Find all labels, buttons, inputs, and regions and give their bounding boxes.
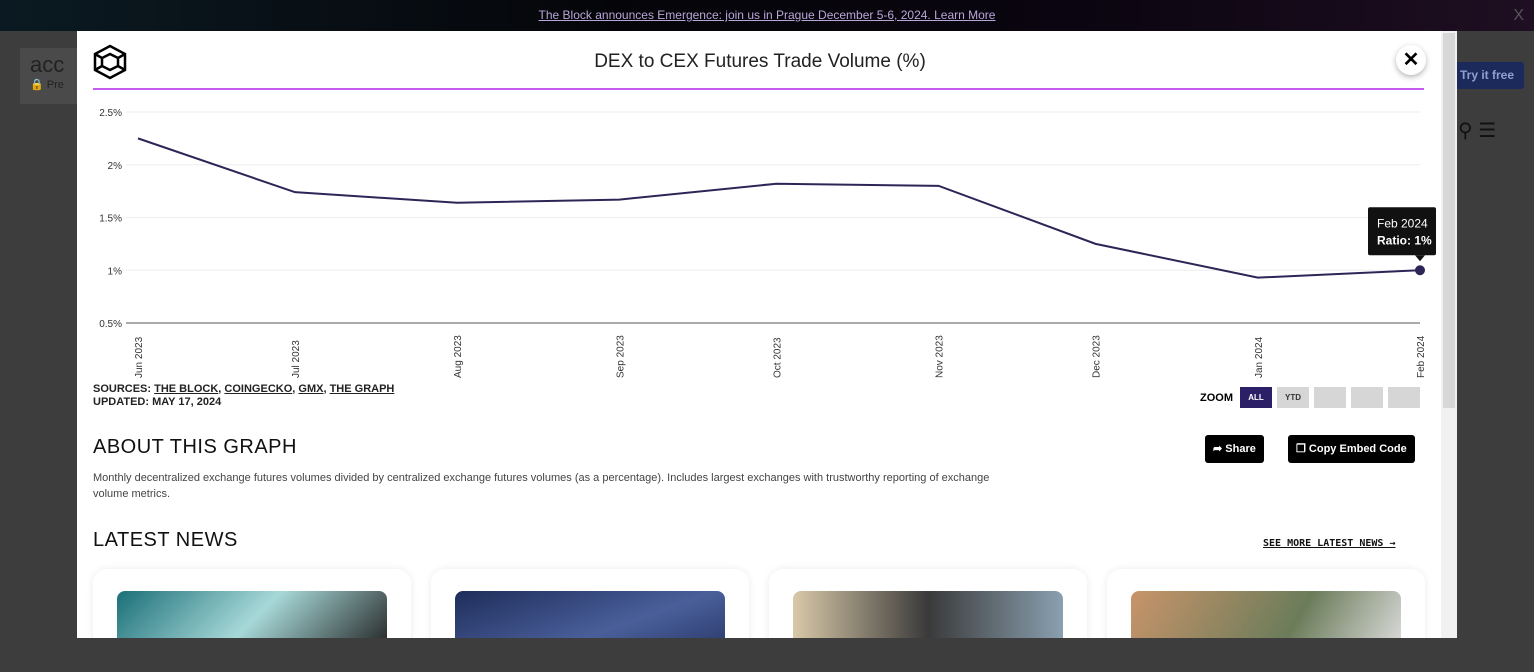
announcement-link[interactable]: The Block announces Emergence: join us i… bbox=[538, 8, 996, 22]
zoom-button[interactable] bbox=[1388, 387, 1420, 408]
x-tick-label: Sep 2023 bbox=[615, 335, 626, 378]
zoom-button[interactable] bbox=[1351, 387, 1383, 408]
x-tick-label: Jul 2023 bbox=[291, 340, 302, 378]
y-tick-label: 1% bbox=[108, 266, 123, 277]
news-card[interactable] bbox=[93, 569, 411, 638]
scrollbar-thumb[interactable] bbox=[1443, 33, 1455, 408]
copy-embed-button[interactable]: ❐ Copy Embed Code bbox=[1288, 435, 1415, 463]
news-card[interactable] bbox=[431, 569, 749, 638]
sources: SOURCES: THE BLOCK, COINGECKO, GMX, THE … bbox=[93, 383, 395, 408]
see-more-news-link[interactable]: SEE MORE LATEST NEWS → bbox=[1263, 538, 1396, 549]
zoom-label: ZOOM bbox=[1200, 391, 1233, 404]
menu-icon[interactable]: ☰ bbox=[1478, 120, 1497, 142]
zoom-ytd-button[interactable]: YTD bbox=[1277, 387, 1309, 408]
line-chart: 0.5% 1% 1.5% 2% 2.5% Jun 2023 Jul 2023 Aug 2023… bbox=[99, 108, 1436, 378]
premium-label: 🔒 Pre bbox=[30, 79, 64, 91]
search-icon[interactable]: ⚲ bbox=[1458, 120, 1473, 142]
close-button[interactable]: ✕ bbox=[1396, 45, 1426, 75]
tooltip-box bbox=[1368, 207, 1436, 256]
source-link[interactable]: THE BLOCK bbox=[154, 383, 219, 395]
x-tick-label: Jun 2023 bbox=[134, 336, 145, 378]
x-tick-label: Dec 2023 bbox=[1092, 335, 1103, 378]
the-block-logo-icon bbox=[93, 44, 127, 80]
y-tick-label: 2.5% bbox=[99, 108, 122, 119]
chart-title: DEX to CEX Futures Trade Volume (%) bbox=[594, 51, 926, 72]
zoom-button[interactable] bbox=[1314, 387, 1346, 408]
x-tick-label: Feb 2024 bbox=[1416, 335, 1427, 378]
about-heading: ABOUT THIS GRAPH bbox=[93, 436, 297, 458]
x-tick-label: Jan 2024 bbox=[1254, 336, 1265, 378]
background-logo: acc 🔒 Pre bbox=[20, 48, 80, 104]
chart-modal: DEX to CEX Futures Trade Volume (%) ✕ 0.… bbox=[77, 31, 1457, 638]
news-card[interactable] bbox=[1107, 569, 1425, 638]
x-tick-label: Aug 2023 bbox=[453, 335, 464, 378]
logo-text: acc bbox=[30, 52, 65, 77]
source-link[interactable]: COINGECKO bbox=[224, 383, 293, 395]
sources-label: SOURCES: bbox=[93, 383, 152, 395]
y-tick-label: 1.5% bbox=[99, 214, 122, 225]
tooltip-value: Ratio: 1% bbox=[1377, 233, 1432, 247]
announcement-banner: The Block announces Emergence: join us i… bbox=[0, 0, 1534, 31]
background-nav-icons: ⚲ ☰ bbox=[1458, 118, 1496, 143]
series-line bbox=[137, 137, 1421, 279]
news-card[interactable] bbox=[769, 569, 1087, 638]
copy-icon: ❐ bbox=[1296, 443, 1309, 455]
title-divider bbox=[93, 88, 1424, 90]
news-image bbox=[1131, 591, 1401, 638]
source-link[interactable]: GMX bbox=[298, 383, 324, 395]
share-icon: ➦ bbox=[1213, 443, 1226, 455]
x-tick-label: Oct 2023 bbox=[772, 337, 783, 378]
share-button[interactable]: ➦ Share bbox=[1205, 435, 1264, 463]
source-link[interactable]: THE GRAPH bbox=[329, 383, 395, 395]
y-tick-label: 0.5% bbox=[99, 319, 122, 330]
copy-embed-label: Copy Embed Code bbox=[1308, 443, 1407, 455]
zoom-controls: ZOOM ALL YTD bbox=[1200, 387, 1420, 408]
tooltip-title: Feb 2024 bbox=[1377, 216, 1428, 230]
updated-date: UPDATED: MAY 17, 2024 bbox=[93, 396, 222, 408]
zoom-all-button[interactable]: ALL bbox=[1240, 387, 1272, 408]
data-point bbox=[1415, 265, 1425, 276]
latest-news-heading: LATEST NEWS bbox=[93, 529, 238, 551]
tooltip-pointer bbox=[1415, 255, 1425, 262]
y-tick-label: 2% bbox=[108, 161, 123, 172]
news-image bbox=[117, 591, 387, 638]
share-label: Share bbox=[1225, 443, 1256, 455]
about-description: Monthly decentralized exchange futures v… bbox=[93, 472, 990, 500]
news-image bbox=[793, 591, 1063, 638]
news-image bbox=[455, 591, 725, 638]
banner-close-button[interactable]: X bbox=[1513, 7, 1524, 24]
x-tick-label: Nov 2023 bbox=[935, 335, 946, 378]
try-free-button[interactable]: Try it free bbox=[1450, 62, 1524, 89]
